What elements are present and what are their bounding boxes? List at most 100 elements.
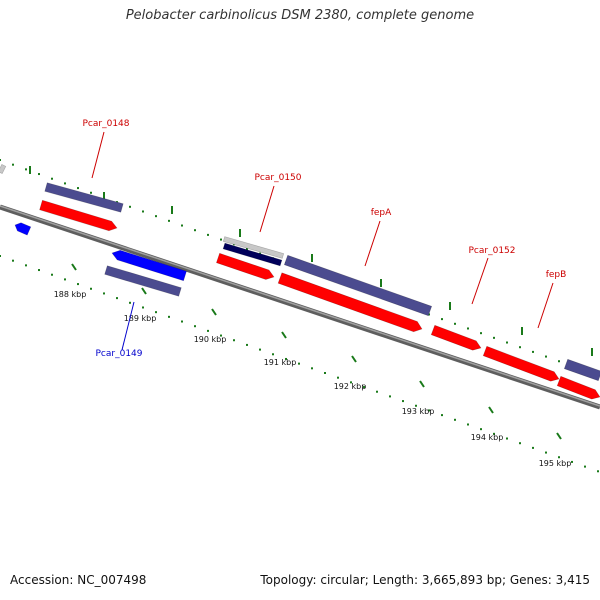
inner-guide-dot: [545, 451, 547, 454]
forward-gene-arrow: [482, 345, 560, 382]
inner-guide-dot: [298, 362, 300, 365]
gene-label: fepA: [371, 208, 392, 218]
inner-guide-dot: [584, 465, 586, 468]
inner-guide-dot: [389, 395, 391, 398]
outer-guide-dot: [558, 360, 560, 363]
tick-mark: [211, 308, 217, 316]
inner-guide-dot: [259, 348, 261, 351]
inner-guide-dot: [51, 273, 53, 276]
backbone-highlight: [0, 205, 600, 407]
outer-guide-dot: [441, 318, 443, 321]
outer-guide-dot: [246, 247, 248, 250]
inner-guide-dot: [441, 414, 443, 417]
inner-guide-dot: [558, 456, 560, 459]
inner-guide-dot: [337, 376, 339, 379]
feature-bar: [283, 254, 433, 317]
reverse-gene-arrow: [111, 249, 187, 282]
feature-bar: [104, 265, 182, 297]
tick-mark: [556, 432, 562, 440]
map-title: Pelobacter carbinolicus DSM 2380, comple…: [125, 8, 475, 23]
outer-guide-dot: [0, 159, 1, 161]
inner-guide-dot: [285, 357, 287, 360]
inner-guide-dot: [220, 334, 222, 337]
gene-features: [0, 163, 600, 400]
forward-gene-arrow: [39, 199, 118, 232]
inner-guide-dot: [0, 255, 1, 257]
outer-guide-dot: [480, 332, 482, 335]
gene-leader-line: [537, 282, 554, 329]
tick-label: 191 kbp: [264, 358, 297, 367]
gene-label: Pcar_0148: [83, 119, 130, 129]
forward-gene-arrow: [216, 252, 275, 280]
outer-guide-dot: [467, 327, 469, 330]
tick-label: 192 kbp: [334, 382, 367, 391]
gene-label: Pcar_0150: [255, 173, 302, 183]
inner-guide-dot: [142, 306, 144, 309]
inner-guide-dot: [25, 264, 27, 267]
gene-label: fepB: [546, 270, 567, 280]
inner-guide-dot: [90, 287, 92, 290]
outer-guide-dot: [220, 238, 222, 241]
tick-mark: [419, 380, 425, 388]
feature-light-fragment: [0, 163, 7, 175]
gene-label: Pcar_0152: [469, 246, 516, 256]
inner-guide-dot: [363, 386, 365, 389]
outer-guide-dot: [428, 313, 430, 316]
tick-label: 193 kbp: [402, 407, 435, 416]
inner-guide-dot: [428, 409, 430, 412]
guide-dots: [0, 159, 599, 473]
accession-text: Accession: NC_007498: [10, 573, 147, 587]
outer-guide-dot: [142, 210, 144, 213]
inner-guide-dot: [467, 423, 469, 426]
inner-guide-dot: [77, 283, 79, 286]
inner-guide-dot: [402, 400, 404, 403]
feature-bar: [563, 358, 600, 382]
outer-guide-dot: [194, 229, 196, 232]
outer-guide-dot: [545, 355, 547, 358]
outer-guide-dot: [51, 177, 53, 180]
summary-text: Topology: circular; Length: 3,665,893 bp…: [260, 573, 590, 587]
gene-labels: Pcar_0148 Pcar_0149 Pcar_0150 fepA Pcar_0152…: [83, 119, 567, 359]
inner-guide-dot: [454, 418, 456, 421]
backbone-line: [0, 204, 600, 410]
outer-guide-dot: [129, 205, 131, 208]
inner-guide-dot: [194, 325, 196, 328]
inner-guide-dot: [519, 442, 521, 445]
inner-guide-dot: [38, 269, 40, 272]
outer-guide-dot: [454, 322, 456, 325]
outer-guide-dot: [532, 350, 534, 353]
inner-guide-dot: [311, 367, 313, 370]
feature-bar: [44, 182, 124, 213]
feature-light-bar: [222, 236, 285, 259]
tick-label: 195 kbp: [539, 459, 572, 468]
outer-guide-dot: [90, 191, 92, 194]
feature-dark-bar: [222, 242, 283, 267]
gene-leader-line: [121, 301, 135, 351]
outer-guide-dot: [181, 224, 183, 227]
forward-gene-arrow: [556, 375, 600, 400]
inner-guide-dot: [168, 315, 170, 318]
tick-mark: [281, 331, 287, 339]
gene-leader-line: [364, 220, 381, 267]
gene-leader-line: [91, 131, 105, 179]
inner-guide-dot: [493, 432, 495, 435]
inner-guide-dot: [116, 297, 118, 300]
inner-guide-dot: [506, 437, 508, 440]
outer-guide-dot: [519, 346, 521, 349]
inner-guide-dot: [12, 259, 14, 262]
inner-guide-dot: [246, 343, 248, 346]
outer-guide-dot: [506, 341, 508, 344]
outer-guide-dot: [168, 219, 170, 222]
tick-mark: [141, 287, 147, 295]
outer-guide-dot: [493, 336, 495, 339]
kbp-ticks: 188 kbp 189 kbp 190 kbp 191 kbp 192 kbp 193 k…: [54, 263, 572, 468]
inner-guide-dot: [181, 320, 183, 323]
inner-guide-dot: [571, 460, 573, 463]
genome-backbone: [0, 204, 600, 410]
inner-guide-dot: [129, 301, 131, 304]
reverse-gene-arrow: [14, 222, 32, 236]
outer-guide-dot: [38, 173, 40, 176]
tick-mark: [351, 355, 357, 363]
